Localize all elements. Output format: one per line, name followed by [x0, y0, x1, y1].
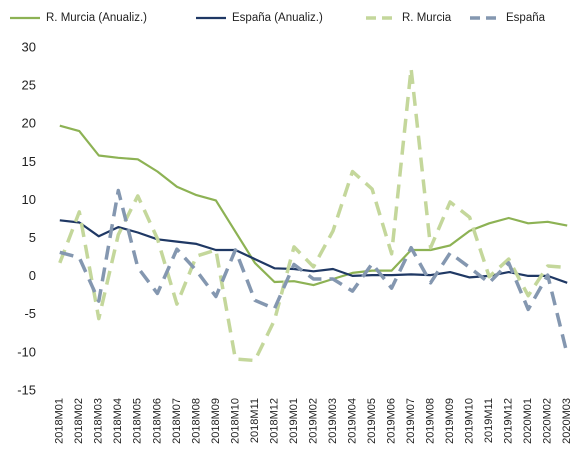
x-tick-label: 2018M03	[93, 398, 105, 444]
x-tick-label: 2019M09	[444, 398, 456, 444]
series-line	[59, 188, 569, 355]
y-tick-label: 10	[22, 192, 36, 207]
x-tick-label: 2018M11	[249, 398, 261, 443]
x-tick-label: 2019M07	[405, 398, 417, 444]
x-tick-label: 2018M04	[112, 398, 124, 444]
x-tick-label: 2018M07	[171, 398, 183, 444]
x-tick-label: 2018M12	[268, 398, 280, 444]
y-tick-label: 25	[22, 78, 36, 93]
x-tick-label: 2020M03	[561, 398, 573, 444]
y-tick-label: 0	[29, 268, 36, 283]
legend-label: R. Murcia	[402, 12, 452, 24]
x-tick-label: 2018M09	[210, 398, 222, 444]
y-tick-label: -5	[24, 306, 36, 321]
y-tick-label: 5	[29, 230, 36, 245]
x-tick-label: 2019M11	[483, 398, 495, 443]
legend-label: España (Anualiz.)	[232, 12, 323, 24]
x-tick-label: 2020M01	[522, 398, 534, 444]
y-tick-label: 30	[22, 39, 36, 54]
y-tick-label: -10	[17, 344, 36, 359]
legend-label: R. Murcia (Anualiz.)	[46, 12, 147, 24]
y-tick-label: 15	[22, 154, 36, 169]
y-tick-label: -15	[17, 382, 36, 397]
y-tick-label: 20	[22, 116, 36, 131]
series-line	[59, 124, 568, 287]
x-tick-label: 2018M10	[229, 398, 241, 444]
x-tick-label: 2018M06	[151, 398, 163, 444]
x-tick-label: 2018M01	[54, 398, 66, 444]
legend: R. Murcia (Anualiz.) España (Anualiz.) R. …	[10, 12, 546, 24]
x-tick-label: 2018M05	[132, 398, 144, 444]
x-tick-label: 2019M06	[385, 398, 397, 444]
series-line	[58, 66, 568, 363]
x-tick-label: 2019M04	[346, 398, 358, 444]
x-tick-label: 2019M05	[366, 398, 378, 444]
legend-label: España	[506, 12, 546, 24]
x-tick-label: 2019M02	[307, 398, 319, 444]
x-tick-label: 2018M08	[190, 398, 202, 444]
x-tick-label: 2019M08	[425, 398, 437, 444]
x-tick-label: 2019M12	[503, 398, 515, 444]
x-tick-label: 2018M02	[73, 398, 85, 444]
x-tick-label: 2019M03	[327, 398, 339, 444]
x-tick-label: 2019M01	[288, 398, 300, 444]
x-tick-label: 2020M02	[542, 398, 554, 444]
x-tick-label: 2019M10	[464, 398, 476, 444]
